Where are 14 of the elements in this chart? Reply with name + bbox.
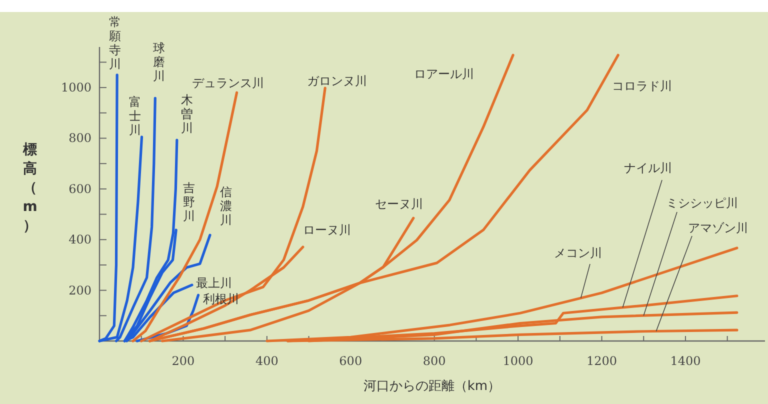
y-tick-label: 1000: [60, 80, 92, 95]
x-tick-label: 800: [422, 354, 446, 368]
y-tick-label: 800: [68, 131, 92, 146]
y-axis-title: 標高（m）: [22, 142, 38, 234]
x-tick-label: 1200: [586, 354, 618, 368]
y-tick-label: 400: [68, 232, 92, 247]
x-tick-label: 400: [255, 354, 278, 368]
x-tick-label: 1000: [502, 354, 534, 368]
y-tick-label: 200: [68, 283, 92, 298]
y-tick-label: 600: [68, 182, 92, 196]
x-tick-label: 200: [172, 354, 195, 368]
x-tick-label: 600: [339, 354, 362, 368]
x-axis-title: 河口からの距離（km）: [363, 379, 501, 394]
x-tick-label: 1400: [670, 354, 701, 368]
